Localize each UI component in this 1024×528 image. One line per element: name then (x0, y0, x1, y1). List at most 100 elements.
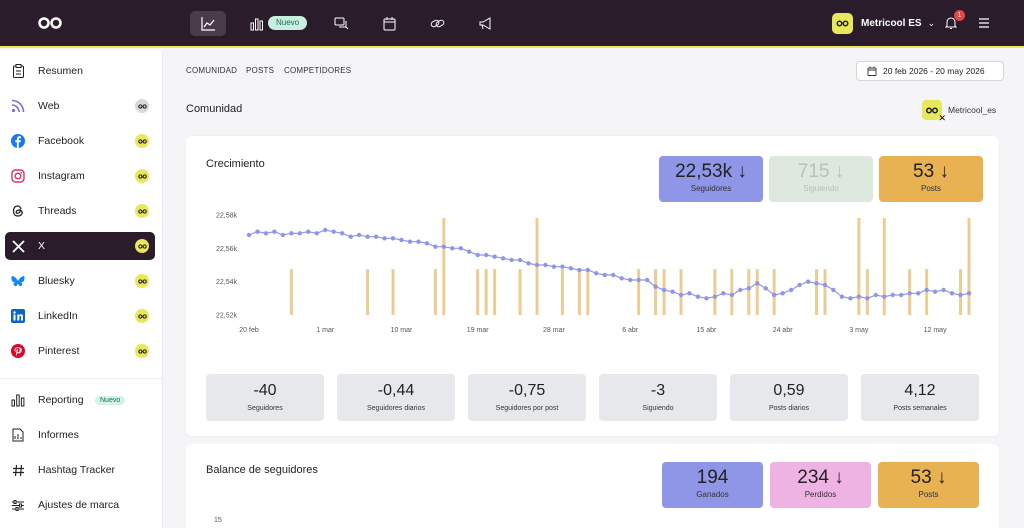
followers-point[interactable] (526, 261, 531, 266)
inbox-nav-button[interactable] (323, 11, 359, 36)
followers-point[interactable] (822, 282, 828, 288)
followers-point[interactable] (856, 294, 862, 299)
sidebar-item-ajustes-de-marca[interactable]: Ajustes de marca (5, 491, 155, 519)
followers-point[interactable] (297, 231, 303, 236)
followers-point[interactable] (594, 271, 599, 276)
sidebar-item-pinterest[interactable]: Pinterest (5, 337, 155, 365)
followers-point[interactable] (661, 287, 667, 293)
followers-point[interactable] (899, 292, 904, 298)
followers-point[interactable] (924, 287, 929, 293)
kpi-gained[interactable]: 194 Ganados (662, 462, 763, 508)
followers-point[interactable] (755, 281, 760, 286)
sidebar-item-facebook[interactable]: Facebook (5, 127, 155, 155)
date-range-picker[interactable]: 20 feb 2026 - 20 may 2026 (856, 61, 1004, 81)
followers-point[interactable] (289, 231, 294, 236)
followers-point[interactable] (509, 257, 514, 263)
followers-point[interactable] (543, 262, 548, 268)
links-nav-button[interactable] (419, 11, 455, 36)
followers-point[interactable] (467, 249, 472, 254)
followers-point[interactable] (611, 272, 616, 278)
kpi-following[interactable]: 715 ↓ Siguiendo (769, 156, 873, 202)
followers-point[interactable] (399, 237, 404, 243)
followers-point[interactable] (788, 287, 794, 293)
followers-point[interactable] (839, 294, 845, 299)
sidebar-item-resumen[interactable]: Resumen (5, 57, 155, 85)
followers-point[interactable] (653, 284, 658, 289)
followers-point[interactable] (907, 291, 912, 296)
followers-point[interactable] (534, 262, 540, 268)
bell-icon[interactable] (944, 16, 958, 30)
followers-point[interactable] (390, 236, 396, 241)
sidebar-item-hashtag-tracker[interactable]: Hashtag Tracker (5, 456, 155, 484)
followers-point[interactable] (500, 256, 506, 261)
sidebar-item-instagram[interactable]: Instagram (5, 162, 155, 190)
ads-nav-button[interactable] (467, 11, 503, 36)
sidebar-item-threads[interactable]: Threads (5, 197, 155, 225)
followers-point[interactable] (323, 227, 328, 233)
sidebar-item-bluesky[interactable]: Bluesky (5, 267, 155, 295)
followers-point[interactable] (738, 287, 743, 293)
account-switcher[interactable]: Metricool ES ⌄ (832, 13, 935, 34)
followers-point[interactable] (483, 252, 489, 258)
followers-point[interactable] (797, 282, 802, 288)
followers-point[interactable] (373, 234, 379, 239)
followers-point[interactable] (450, 246, 455, 251)
followers-point[interactable] (382, 236, 387, 241)
followers-point[interactable] (314, 231, 319, 236)
followers-point[interactable] (365, 234, 370, 239)
followers-point[interactable] (958, 292, 963, 298)
followers-point[interactable] (331, 229, 336, 234)
followers-point[interactable] (492, 254, 497, 259)
tab-posts[interactable]: POSTS (246, 66, 275, 75)
followers-point[interactable] (272, 229, 277, 234)
followers-point[interactable] (644, 277, 650, 283)
followers-point[interactable] (407, 239, 413, 244)
kpi-posts-balance[interactable]: 53 ↓ Posts (878, 462, 979, 508)
kpi-lost[interactable]: 234 ↓ Perdidos (770, 462, 871, 508)
followers-point[interactable] (602, 272, 607, 278)
followers-point[interactable] (458, 246, 463, 251)
followers-point[interactable] (771, 292, 777, 298)
followers-point[interactable] (966, 291, 972, 296)
followers-point[interactable] (424, 241, 430, 246)
followers-point[interactable] (780, 291, 785, 296)
sidebar-item-x[interactable]: X (5, 232, 155, 260)
followers-point[interactable] (356, 232, 362, 238)
followers-point[interactable] (805, 279, 811, 284)
followers-point[interactable] (932, 289, 938, 294)
followers-point[interactable] (882, 294, 887, 299)
followers-point[interactable] (433, 244, 438, 249)
followers-point[interactable] (763, 286, 768, 291)
followers-point[interactable] (941, 287, 946, 293)
followers-point[interactable] (441, 244, 447, 249)
planner-nav-button[interactable] (371, 11, 407, 36)
followers-point[interactable] (416, 239, 421, 244)
followers-point[interactable] (551, 264, 557, 269)
reporting-nav-button[interactable] (238, 11, 274, 36)
followers-point[interactable] (865, 296, 870, 301)
followers-point[interactable] (246, 232, 252, 238)
followers-point[interactable] (280, 232, 286, 238)
profile-selector[interactable]: ✕ Metricool_es (922, 100, 996, 123)
followers-point[interactable] (619, 276, 624, 281)
sidebar-item-informes[interactable]: Informes (5, 421, 155, 449)
followers-point[interactable] (949, 291, 955, 296)
kpi-posts[interactable]: 53 ↓ Posts (879, 156, 983, 202)
followers-point[interactable] (712, 294, 718, 299)
followers-point[interactable] (814, 281, 819, 286)
followers-point[interactable] (831, 287, 836, 293)
followers-point[interactable] (687, 291, 692, 296)
followers-point[interactable] (890, 292, 895, 298)
followers-point[interactable] (568, 266, 574, 271)
tab-competidores[interactable]: COMPETIDORES (284, 66, 352, 75)
followers-point[interactable] (636, 277, 641, 283)
followers-point[interactable] (915, 291, 921, 296)
followers-point[interactable] (721, 291, 726, 296)
followers-point[interactable] (627, 277, 633, 283)
followers-point[interactable] (475, 252, 480, 258)
followers-point[interactable] (746, 286, 751, 291)
followers-point[interactable] (670, 289, 675, 294)
followers-point[interactable] (695, 294, 701, 299)
sidebar-item-reporting[interactable]: Reporting Nuevo (5, 386, 155, 414)
followers-point[interactable] (306, 229, 311, 234)
